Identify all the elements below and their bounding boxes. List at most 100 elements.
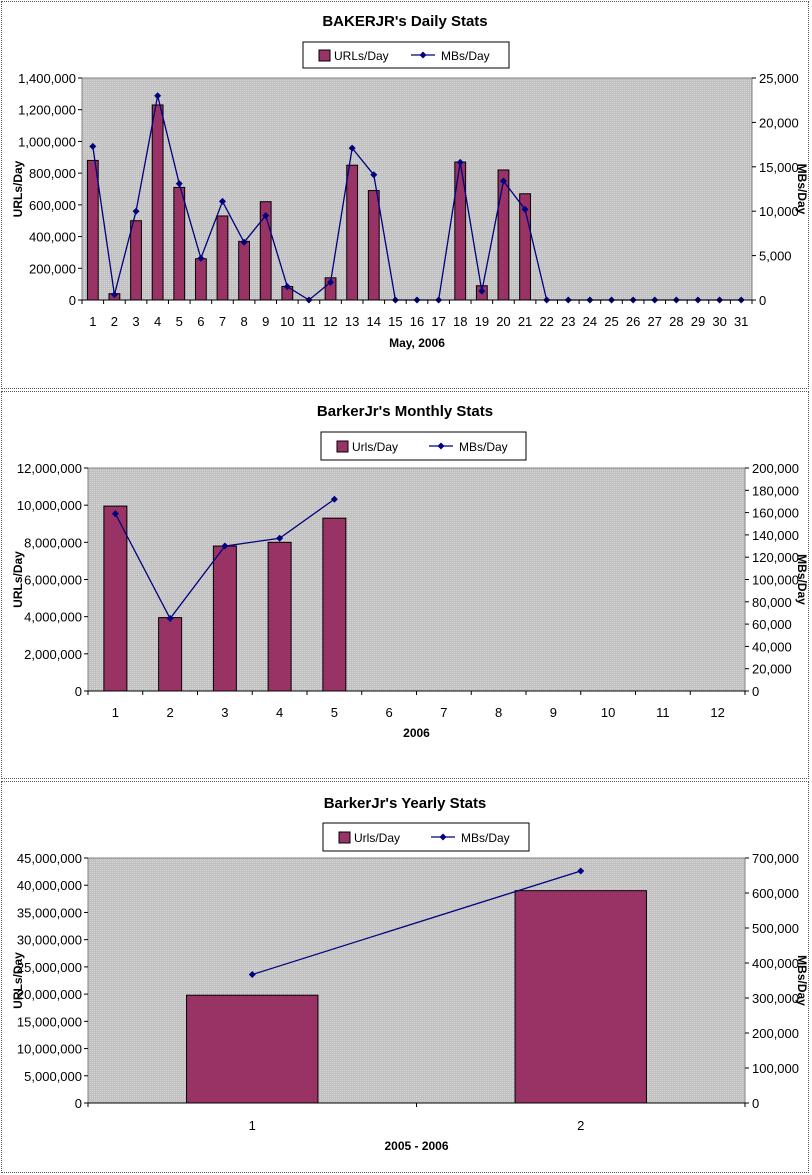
x-tick-label: 8 bbox=[495, 705, 502, 720]
line-point-marker bbox=[276, 534, 284, 542]
legend-bar-label: URLs/Day bbox=[334, 49, 389, 63]
y-tick-label: 2,000,000 bbox=[24, 647, 82, 662]
chart-title: BarkerJr's Yearly Stats bbox=[324, 795, 487, 812]
y2-tick-label: 140,000 bbox=[752, 528, 799, 543]
mbs-line bbox=[252, 870, 581, 976]
x-tick-label: 14 bbox=[367, 314, 381, 329]
x-tick-label: 24 bbox=[583, 314, 597, 329]
y2-tick-label: 200,000 bbox=[752, 461, 799, 476]
x-tick-label: 8 bbox=[240, 314, 247, 329]
y2-tick-label: 60,000 bbox=[752, 617, 792, 632]
line-point-marker bbox=[262, 212, 270, 220]
line-point-marker bbox=[330, 495, 338, 503]
line-point-marker bbox=[456, 158, 464, 166]
y2-tick-label: 0 bbox=[759, 293, 766, 308]
y2-tick-label: 200,000 bbox=[752, 1026, 799, 1041]
y-tick-label: 800,000 bbox=[29, 166, 76, 181]
y2-tick-label: 600,000 bbox=[752, 886, 799, 901]
x-tick-label: 25 bbox=[604, 314, 618, 329]
bar bbox=[497, 169, 510, 301]
line-point-marker bbox=[175, 180, 183, 188]
x-tick-label: 5 bbox=[331, 705, 338, 720]
x-tick-label: 29 bbox=[691, 314, 705, 329]
line-point-marker bbox=[521, 205, 529, 213]
y2-tick-label: 15,000 bbox=[759, 160, 799, 175]
y-tick-label: 20,000,000 bbox=[17, 987, 82, 1002]
y-axis-title: URLs/Day bbox=[11, 160, 25, 217]
x-tick-label: 4 bbox=[154, 314, 161, 329]
bar bbox=[238, 240, 250, 301]
y-tick-label: 45,000,000 bbox=[17, 851, 82, 866]
bar bbox=[216, 215, 229, 301]
x-tick-label: 2 bbox=[167, 705, 174, 720]
line-point-marker bbox=[132, 207, 140, 215]
y-tick-label: 1,000,000 bbox=[18, 134, 76, 149]
legend-bar-swatch bbox=[336, 440, 349, 453]
x-tick-label: 19 bbox=[475, 314, 489, 329]
bar bbox=[267, 541, 292, 692]
x-tick-label: 12 bbox=[710, 705, 724, 720]
y2-axis-title: MBs/Day bbox=[795, 554, 808, 605]
bar bbox=[346, 164, 359, 301]
x-tick-label: 2 bbox=[577, 1118, 584, 1133]
y2-tick-label: 0 bbox=[752, 1096, 759, 1111]
y-tick-label: 10,000,000 bbox=[17, 498, 82, 513]
line-point-marker bbox=[218, 197, 226, 205]
bar bbox=[367, 190, 380, 301]
line-point-marker bbox=[370, 171, 378, 179]
line-point-marker bbox=[221, 542, 229, 550]
legend-line-marker bbox=[439, 833, 447, 841]
x-tick-label: 10 bbox=[601, 705, 615, 720]
y-tick-label: 4,000,000 bbox=[24, 610, 82, 625]
x-tick-label: 10 bbox=[280, 314, 294, 329]
x-tick-label: 28 bbox=[669, 314, 683, 329]
y-tick-label: 25,000,000 bbox=[17, 960, 82, 975]
y2-tick-label: 300,000 bbox=[752, 991, 799, 1006]
bar bbox=[514, 890, 647, 1104]
line-point-marker bbox=[499, 177, 507, 185]
legend-box bbox=[320, 431, 527, 461]
x-tick-label: 3 bbox=[221, 705, 228, 720]
y2-tick-label: 160,000 bbox=[752, 506, 799, 521]
y2-tick-label: 180,000 bbox=[752, 483, 799, 498]
x-axis-title: May, 2006 bbox=[389, 336, 445, 350]
y-tick-label: 600,000 bbox=[29, 198, 76, 213]
x-tick-label: 6 bbox=[386, 705, 393, 720]
x-tick-label: 1 bbox=[112, 705, 119, 720]
x-tick-label: 1 bbox=[249, 1118, 256, 1133]
y-tick-label: 1,400,000 bbox=[18, 71, 76, 86]
x-tick-label: 21 bbox=[518, 314, 532, 329]
line-point-marker bbox=[110, 291, 118, 299]
line-point-marker bbox=[111, 510, 119, 518]
x-axis-title: 2005 - 2006 bbox=[384, 1139, 448, 1153]
x-axis-title: 2006 bbox=[403, 726, 430, 740]
plot-area bbox=[81, 77, 753, 301]
legend-box bbox=[302, 41, 510, 69]
y-tick-label: 10,000,000 bbox=[17, 1042, 82, 1057]
x-tick-label: 12 bbox=[323, 314, 337, 329]
daily-stats-chart-panel: BAKERJR's Daily Stats 0 200,000 400,000 600,… bbox=[1, 1, 809, 389]
y-tick-label: 8,000,000 bbox=[24, 535, 82, 550]
legend-line-label: MBs/Day bbox=[459, 440, 508, 454]
bar bbox=[103, 505, 128, 692]
x-tick-label: 26 bbox=[626, 314, 640, 329]
y2-tick-label: 20,000 bbox=[752, 662, 792, 677]
y2-tick-label: 80,000 bbox=[752, 595, 792, 610]
line-point-marker bbox=[197, 254, 205, 262]
y-tick-label: 200,000 bbox=[29, 261, 76, 276]
daily-stats-chart: BAKERJR's Daily Stats 0 200,000 400,000 600,… bbox=[11, 13, 808, 350]
y2-tick-label: 20,000 bbox=[759, 115, 799, 130]
line-point-marker bbox=[240, 238, 248, 246]
x-tick-label: 9 bbox=[550, 705, 557, 720]
legend-line-label: MBs/Day bbox=[461, 831, 510, 845]
x-tick-label: 18 bbox=[453, 314, 467, 329]
y2-tick-label: 40,000 bbox=[752, 639, 792, 654]
y-tick-label: 40,000,000 bbox=[17, 878, 82, 893]
y-tick-label: 15,000,000 bbox=[17, 1014, 82, 1029]
line-point-marker bbox=[89, 142, 97, 150]
line-point-marker bbox=[154, 92, 162, 100]
y-tick-label: 12,000,000 bbox=[17, 461, 82, 476]
y-tick-label: 30,000,000 bbox=[17, 933, 82, 948]
x-tick-label: 30 bbox=[712, 314, 726, 329]
bar bbox=[173, 186, 186, 301]
